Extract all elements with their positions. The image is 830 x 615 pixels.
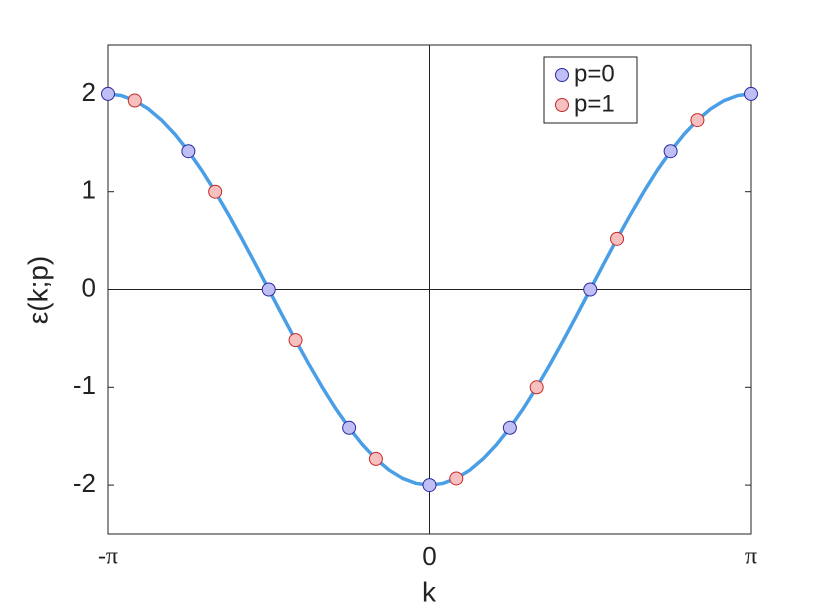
point (502, 420, 517, 435)
point (449, 471, 464, 486)
y-tick-label: -1 (73, 370, 96, 400)
point (208, 184, 223, 199)
point (342, 420, 357, 435)
y-axis-label: ε(k;p) (22, 256, 53, 324)
x-tick-label: 0 (422, 541, 436, 571)
x-tick-label: -π (98, 544, 118, 570)
y-tick-label: 2 (82, 77, 96, 107)
legend-marker (555, 68, 569, 82)
point (690, 113, 705, 128)
point (529, 380, 544, 395)
legend-label: p=1 (574, 90, 615, 117)
legend-marker (555, 98, 569, 112)
point (744, 86, 758, 101)
point (610, 231, 625, 246)
point (261, 282, 276, 297)
point (422, 478, 437, 493)
point (288, 333, 303, 348)
y-tick-label: -2 (73, 468, 96, 498)
y-tick-label: 1 (82, 175, 96, 205)
point (368, 451, 383, 466)
x-tick-label: π (745, 544, 757, 570)
point (663, 144, 678, 159)
x-axis-label: k (422, 576, 437, 607)
point (101, 86, 115, 101)
legend-box (543, 56, 638, 124)
y-tick-label: 0 (82, 272, 96, 302)
point (583, 282, 598, 297)
legend-label: p=0 (574, 60, 615, 87)
point (127, 93, 142, 108)
point (181, 144, 196, 159)
